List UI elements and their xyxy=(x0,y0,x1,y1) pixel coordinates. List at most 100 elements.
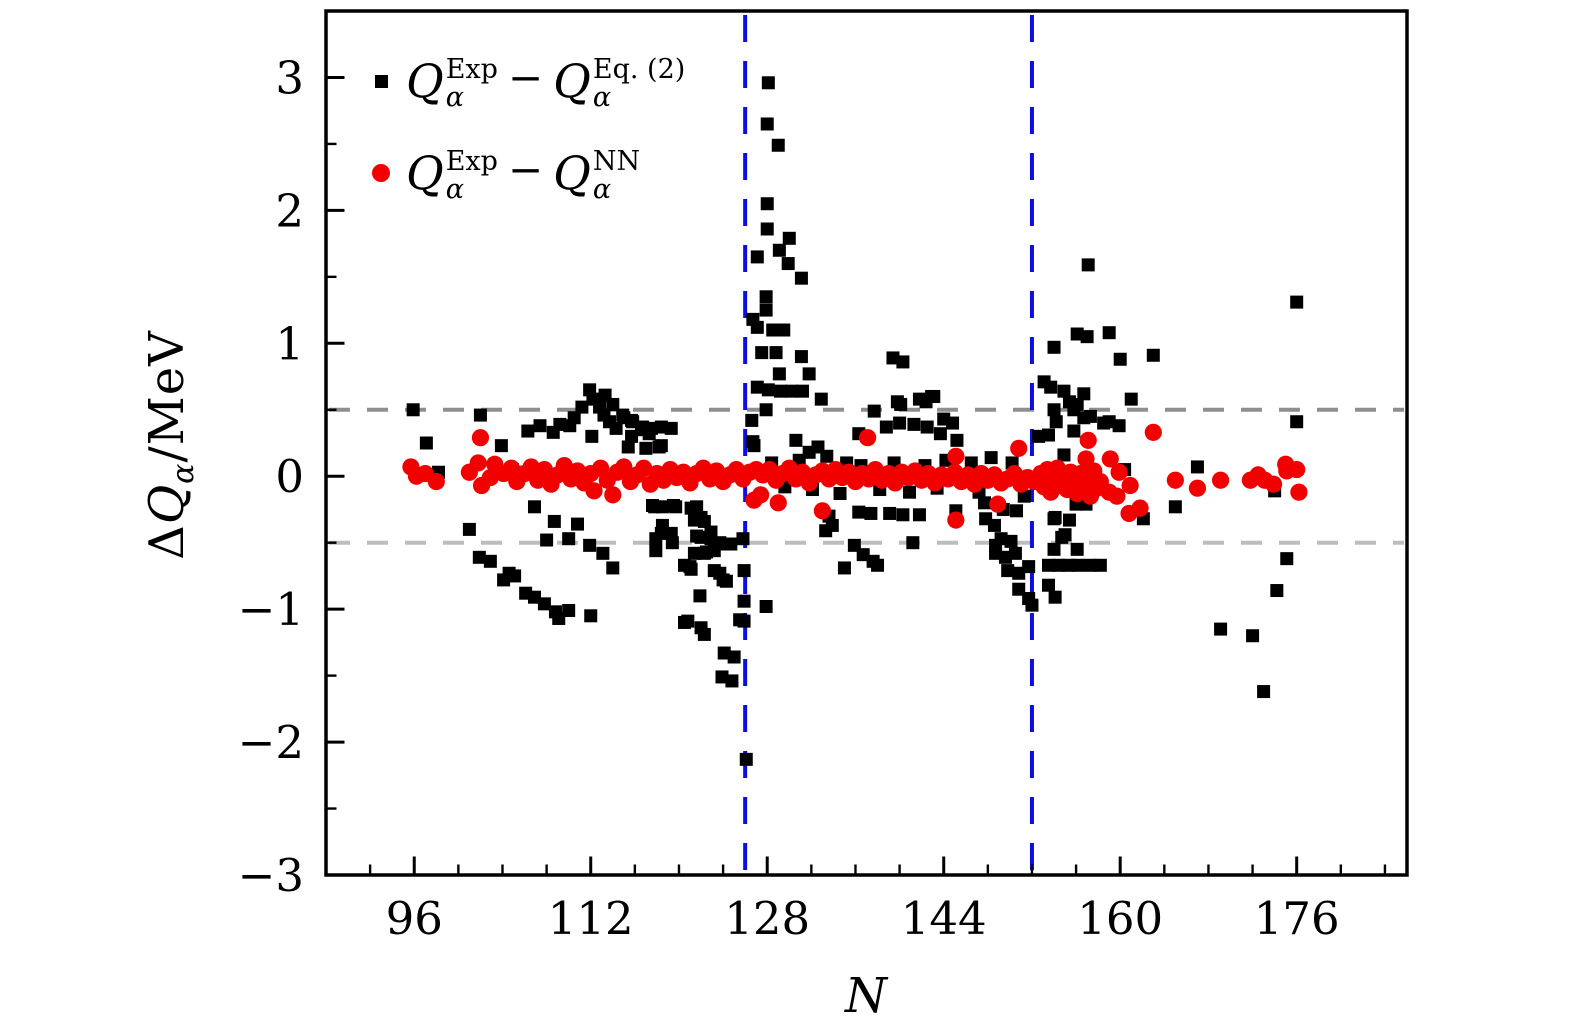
red-circle-marker xyxy=(1079,431,1097,449)
black-square-marker xyxy=(1022,560,1036,574)
black-square-marker xyxy=(419,436,433,450)
red-circle-marker xyxy=(1108,487,1126,505)
black-square-marker xyxy=(1001,564,1015,578)
black-square-marker xyxy=(1042,428,1056,442)
black-square-marker xyxy=(553,417,567,431)
black-square-marker xyxy=(1047,542,1061,556)
black-square-marker xyxy=(700,545,714,559)
black-square-marker xyxy=(886,351,900,365)
black-square-marker xyxy=(760,117,774,131)
legend-sup-exp: Exp xyxy=(445,146,498,178)
legend-sup-eq2: Eq. (2) xyxy=(592,54,686,86)
black-square-marker xyxy=(771,138,785,152)
black-square-marker xyxy=(719,574,733,588)
red-circle-marker xyxy=(1211,471,1230,489)
black-square-marker xyxy=(906,536,920,550)
red-circle-marker xyxy=(471,429,490,447)
black-square-marker xyxy=(533,419,547,433)
black-square-marker xyxy=(664,526,678,540)
minus-sign: − xyxy=(507,144,544,194)
black-square-marker xyxy=(652,440,666,454)
black-square-marker xyxy=(833,487,847,501)
red-circle-marker xyxy=(1077,450,1095,468)
black-square-marker xyxy=(1049,415,1063,429)
black-square-marker xyxy=(690,529,704,543)
black-square-marker xyxy=(562,532,576,546)
plot-frame xyxy=(324,9,1409,877)
legend-sup-nn: NN xyxy=(592,146,641,178)
black-square-marker xyxy=(707,564,721,578)
black-square-marker xyxy=(664,421,678,435)
black-square-marker xyxy=(655,500,669,514)
black-square-marker xyxy=(626,415,640,429)
black-square-marker xyxy=(1071,558,1085,572)
black-square-marker xyxy=(1093,558,1107,572)
black-square-marker xyxy=(462,522,476,536)
x-tick-label-144: 144 xyxy=(901,892,987,945)
black-square-marker xyxy=(1077,411,1091,425)
black-square-marker xyxy=(606,561,620,575)
black-square-marker xyxy=(727,650,741,664)
red-circle-marker xyxy=(769,494,787,512)
black-square-marker xyxy=(1044,380,1058,394)
black-square-marker xyxy=(978,496,992,510)
y-tick-label-2: 2 xyxy=(275,184,304,237)
black-square-marker xyxy=(883,506,897,520)
y-tick-label-0: 0 xyxy=(275,450,304,503)
x-tick-label-128: 128 xyxy=(724,892,810,945)
black-square-marker xyxy=(724,537,738,551)
black-square-marker xyxy=(521,424,535,438)
circle-icon xyxy=(370,164,392,182)
black-square-marker xyxy=(759,290,773,304)
black-square-marker xyxy=(483,554,497,568)
black-square-marker xyxy=(540,533,554,547)
black-square-marker xyxy=(894,397,908,411)
black-square-marker xyxy=(1113,352,1127,366)
black-square-marker xyxy=(856,548,870,562)
y-tick-label--3: −3 xyxy=(238,849,304,902)
x-axis-label: N xyxy=(845,968,887,1024)
black-square-marker xyxy=(1004,534,1018,548)
y-tick-label--1: −1 xyxy=(238,583,304,636)
black-square-marker xyxy=(1214,622,1228,636)
black-square-marker xyxy=(527,500,541,514)
black-square-marker xyxy=(1057,384,1071,398)
black-square-marker xyxy=(1042,578,1056,592)
red-circle-marker xyxy=(427,472,445,491)
black-square-marker xyxy=(684,562,698,576)
black-square-marker xyxy=(1190,460,1204,474)
square-icon xyxy=(370,74,392,88)
black-square-marker xyxy=(750,380,764,394)
black-square-marker xyxy=(871,558,885,572)
black-square-marker xyxy=(406,403,420,417)
black-square-marker xyxy=(759,303,773,317)
black-square-marker xyxy=(649,544,663,558)
black-square-marker xyxy=(575,400,589,414)
black-square-marker xyxy=(766,323,780,337)
black-square-marker xyxy=(1061,558,1075,572)
black-square-marker xyxy=(1070,542,1084,556)
black-square-marker xyxy=(1010,504,1024,518)
black-square-marker xyxy=(621,440,635,454)
red-circle-marker xyxy=(1290,483,1308,501)
black-square-marker xyxy=(693,589,707,603)
alpha-subscript: α xyxy=(166,462,201,484)
black-square-marker xyxy=(747,439,761,453)
x-tick-label-112: 112 xyxy=(548,892,634,945)
black-square-marker xyxy=(903,485,917,499)
black-square-marker xyxy=(755,346,769,360)
black-square-marker xyxy=(745,413,759,427)
black-square-marker xyxy=(596,546,610,560)
red-circle-marker xyxy=(1166,471,1184,489)
black-square-marker xyxy=(1246,629,1260,643)
legend-sup-exp: Exp xyxy=(445,54,498,86)
black-square-marker xyxy=(796,384,810,398)
legend-label-nn: Q Exp α − Q NN α xyxy=(406,144,641,204)
black-square-marker xyxy=(1047,340,1061,354)
black-square-marker xyxy=(759,599,773,613)
black-square-marker xyxy=(654,526,668,540)
black-square-marker xyxy=(644,421,658,435)
black-square-marker xyxy=(781,257,795,271)
black-square-marker xyxy=(625,429,639,443)
legend-label-eq2: Q Exp α − Q Eq. (2) α xyxy=(406,53,686,112)
